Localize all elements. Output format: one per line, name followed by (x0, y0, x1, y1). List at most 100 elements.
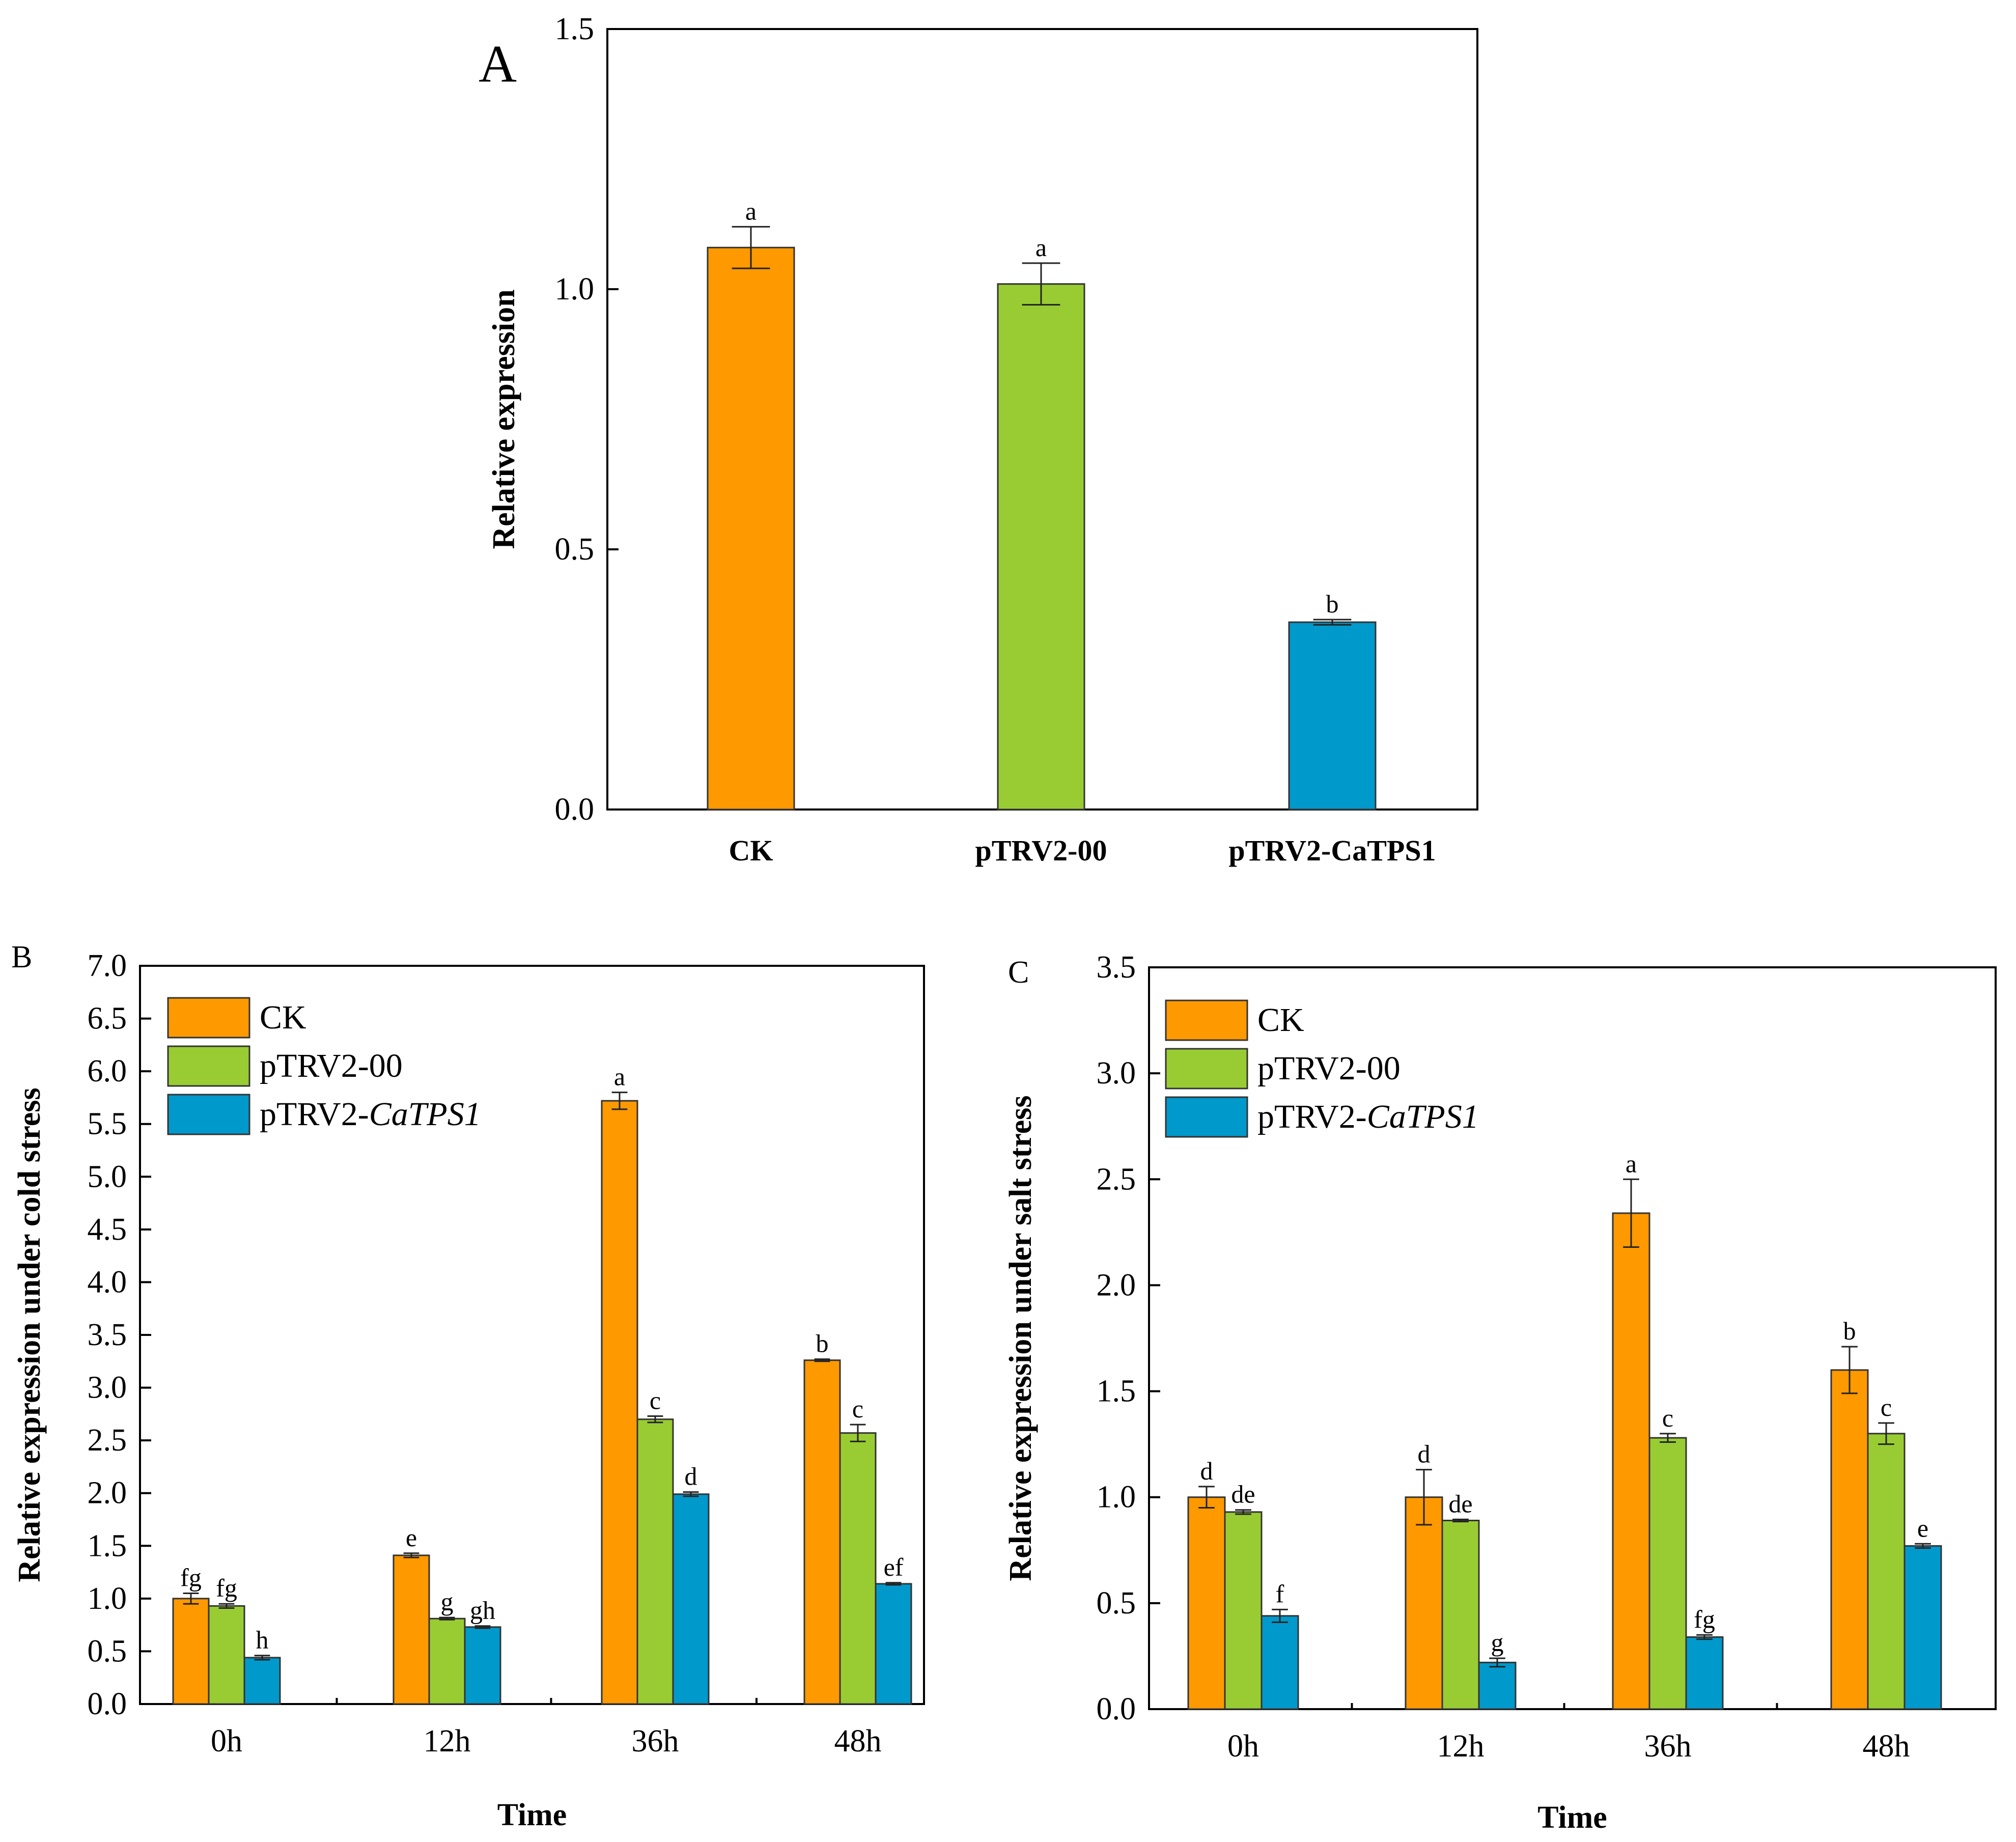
legend-swatch (1165, 1048, 1248, 1090)
legend-label: pTRV2-CaTPS1 (260, 1096, 481, 1133)
y-tick-label: 2.5 (88, 1423, 127, 1458)
legend: CK pTRV2-00 pTRV2-CaTPS1 (167, 997, 481, 1135)
y-tick-label: 3.5 (88, 1318, 127, 1352)
bar (1288, 621, 1377, 811)
x-axis-title: Time (1537, 1800, 1607, 1835)
bar (672, 1493, 710, 1705)
bar (1685, 1636, 1724, 1710)
legend-label: CK (1257, 1001, 1304, 1039)
y-tick-label: 0.0 (88, 1687, 127, 1721)
x-tick-label: CK (729, 834, 773, 867)
bar (243, 1657, 281, 1705)
y-tick-label: 0.0 (1097, 1692, 1136, 1726)
legend-label: CK (260, 999, 306, 1036)
significance-label: d (685, 1462, 697, 1491)
bar (636, 1418, 674, 1705)
significance-label: de (1231, 1480, 1255, 1509)
bar (1867, 1433, 1906, 1710)
legend-label: pTRV2-CaTPS1 (1257, 1098, 1479, 1135)
significance-label: a (614, 1063, 625, 1091)
bar (428, 1617, 466, 1705)
chart-panel-b: B 0.0 0.5 1.0 1.5 2.0 2.5 3.0 3.5 4.0 4.5 5.0 5.5 6.0… (11, 940, 925, 1832)
plot-frame (1148, 966, 1997, 1710)
significance-label: b (1326, 590, 1339, 618)
significance-label: gh (470, 1596, 495, 1625)
bar (1405, 1496, 1443, 1710)
significance-label: g (1491, 1628, 1504, 1657)
bar (803, 1359, 841, 1705)
y-tick-label: 1.0 (555, 272, 595, 306)
y-tick-label: 0.5 (555, 532, 595, 567)
bar (1261, 1615, 1299, 1710)
significance-label: h (256, 1626, 269, 1654)
significance-label: d (1418, 1440, 1431, 1468)
y-tick-label: 2.0 (88, 1476, 127, 1511)
legend: CK pTRV2-00 pTRV2-CaTPS1 (1165, 999, 1479, 1138)
y-tick-label: 0.0 (555, 792, 595, 827)
bar (707, 246, 795, 811)
y-tick-label: 4.0 (88, 1265, 127, 1299)
x-axis-title: Time (497, 1798, 567, 1832)
y-tick-label: 7.0 (88, 948, 127, 983)
significance-label: c (852, 1394, 863, 1423)
significance-label: f (1276, 1579, 1284, 1608)
bar (208, 1605, 245, 1705)
y-tick-label: 3.0 (1097, 1056, 1136, 1091)
y-tick-label: 2.5 (1097, 1162, 1136, 1196)
x-tick-label: pTRV2-00 (975, 834, 1107, 867)
legend-label: pTRV2-00 (1257, 1050, 1401, 1087)
bar (1478, 1661, 1517, 1710)
y-tick-label: 1.5 (1097, 1374, 1136, 1409)
y-tick-label: 3.5 (1097, 950, 1136, 985)
significance-label: de (1448, 1489, 1472, 1518)
panel-letter: B (11, 940, 32, 974)
y-tick-label: 6.5 (88, 1001, 127, 1036)
x-tick-label: 12h (424, 1724, 471, 1759)
significance-label: a (745, 197, 757, 225)
x-tick-label: 0h (211, 1724, 242, 1759)
significance-label: b (1843, 1317, 1856, 1345)
significance-label: b (816, 1329, 829, 1358)
y-axis-title: Relative expression under cold stress (12, 1087, 47, 1582)
significance-label: c (650, 1386, 661, 1415)
y-tick-label: 6.0 (88, 1054, 127, 1089)
y-tick-label: 5.5 (88, 1107, 127, 1141)
significance-label: fg (1694, 1605, 1715, 1633)
legend-swatch (167, 997, 250, 1039)
x-tick-label: 36h (632, 1724, 679, 1759)
x-tick-label: 48h (1863, 1729, 1910, 1764)
significance-label: c (1662, 1404, 1673, 1432)
y-tick-label: 1.0 (1097, 1480, 1136, 1515)
y-tick-label: 2.0 (1097, 1268, 1136, 1302)
x-tick-label: 12h (1437, 1729, 1485, 1764)
bar (172, 1598, 210, 1705)
y-axis-title: Relative expression (487, 289, 521, 549)
bar (875, 1583, 912, 1705)
bar (1224, 1511, 1263, 1710)
legend-swatch (167, 1094, 250, 1135)
y-tick-label: 1.5 (555, 12, 595, 46)
panel-letter: C (1008, 955, 1029, 990)
significance-label: a (1035, 233, 1047, 262)
bar (1441, 1520, 1480, 1710)
y-tick-label: 4.5 (88, 1212, 127, 1247)
chart-panel-a: A 0.0 0.5 1.0 1.5 Relative expression CK pTRV2-… (479, 12, 1478, 867)
panel-letter: A (479, 35, 517, 93)
bar (1612, 1212, 1650, 1710)
bar (601, 1100, 638, 1705)
legend-swatch (1165, 1096, 1248, 1138)
y-tick-label: 1.5 (88, 1528, 127, 1563)
x-tick-label: 48h (834, 1724, 882, 1759)
significance-label: c (1881, 1393, 1892, 1421)
bar (393, 1554, 430, 1705)
legend-label: pTRV2-00 (260, 1047, 403, 1084)
significance-label: e (406, 1523, 417, 1552)
bar (1830, 1369, 1869, 1710)
significance-label: d (1200, 1457, 1213, 1485)
y-tick-label: 0.5 (1097, 1586, 1136, 1621)
x-tick-label: 36h (1644, 1729, 1692, 1764)
y-tick-label: 5.0 (88, 1159, 127, 1194)
significance-label: a (1626, 1149, 1637, 1178)
significance-label: fg (216, 1574, 237, 1602)
